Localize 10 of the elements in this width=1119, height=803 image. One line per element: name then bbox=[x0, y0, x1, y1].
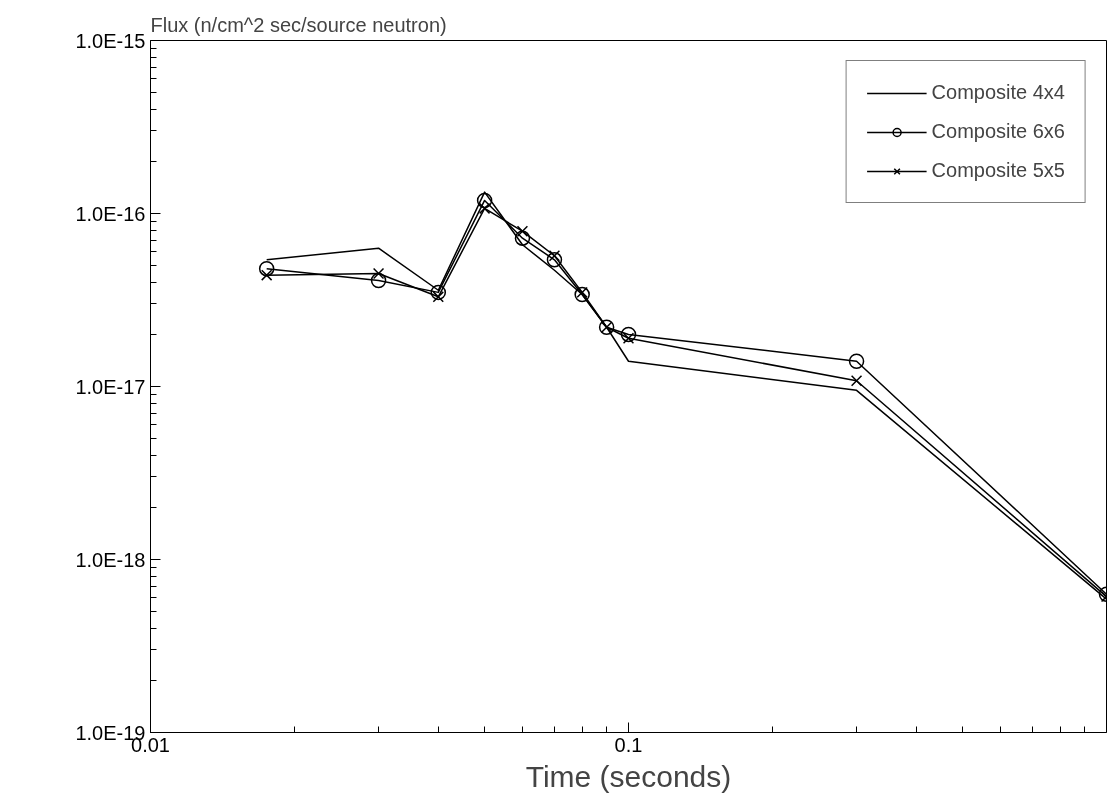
x-tick-label: 0.1 bbox=[614, 733, 643, 756]
x-axis-title: Time (seconds) bbox=[525, 759, 732, 793]
y-tick-label: 1.0E-15 bbox=[75, 29, 146, 52]
y-tick-label: 1.0E-16 bbox=[75, 202, 146, 225]
legend-label: Composite 6x6 bbox=[931, 120, 1065, 143]
legend-label: Composite 4x4 bbox=[931, 81, 1065, 104]
y-axis-title: Flux (n/cm^2 sec/source neutron) bbox=[150, 13, 447, 36]
y-tick-label: 1.0E-17 bbox=[75, 375, 146, 398]
y-tick-label: 1.0E-18 bbox=[75, 548, 146, 571]
legend-label: Composite 5x5 bbox=[931, 159, 1065, 182]
